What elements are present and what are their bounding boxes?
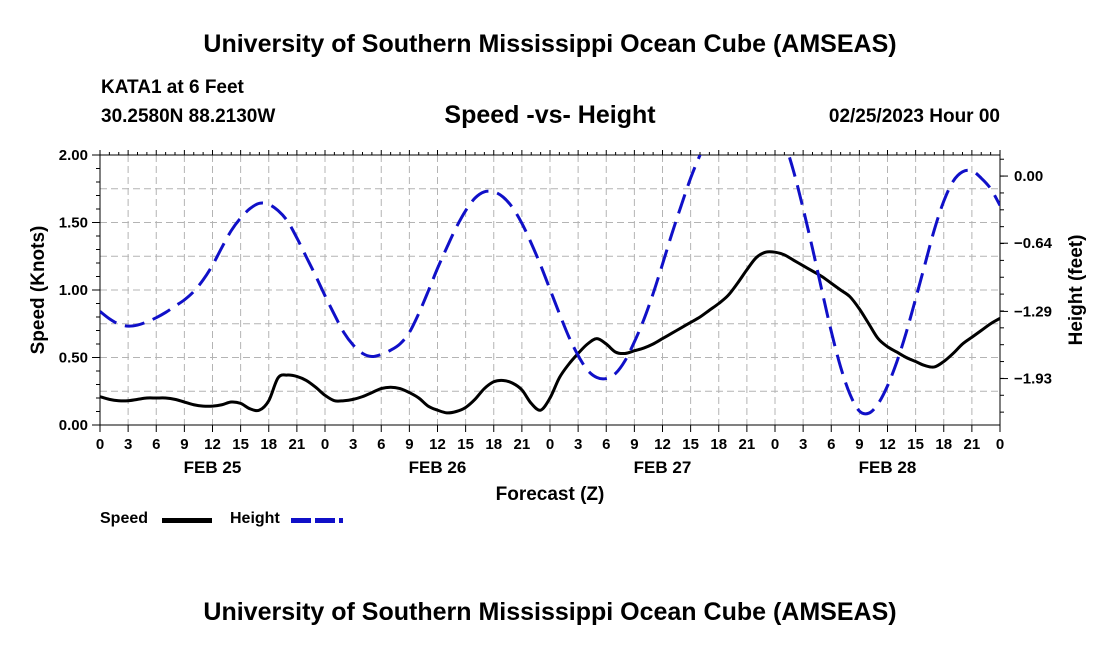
- legend-height-swatch: [291, 518, 343, 523]
- chart-subtitle: Speed -vs- Height: [444, 101, 656, 129]
- x-tick-label: 3: [349, 436, 357, 453]
- legend-height-label: Height: [230, 510, 280, 527]
- y2-tick-label: −1.29: [1014, 303, 1052, 320]
- x-tick-label: 3: [799, 436, 807, 453]
- x-tick-label: 0: [996, 436, 1004, 453]
- y-tick-label: 0.00: [59, 417, 88, 434]
- x-tick-label: 15: [682, 436, 699, 453]
- legend-speed-swatch: [162, 518, 212, 523]
- forecast-datetime: 02/25/2023 Hour 00: [828, 106, 1000, 127]
- x-tick-label: 6: [152, 436, 160, 453]
- x-tick-label: 6: [602, 436, 610, 453]
- x-tick-label: 18: [935, 436, 952, 453]
- x-tick-label: 18: [260, 436, 277, 453]
- day-label: FEB 27: [634, 458, 692, 477]
- x-tick-label: 15: [907, 436, 924, 453]
- x-tick-label: 3: [574, 436, 582, 453]
- x-tick-label: 21: [739, 436, 756, 453]
- day-label: FEB 28: [859, 458, 917, 477]
- y2-tick-label: 0.00: [1014, 168, 1043, 185]
- x-tick-label: 9: [855, 436, 863, 453]
- x-tick-label: 6: [377, 436, 385, 453]
- legend-speed-label: Speed: [100, 510, 149, 527]
- x-tick-label: 21: [964, 436, 981, 453]
- x-tick-label: 12: [654, 436, 671, 453]
- footer-title: University of Southern Mississippi Ocean…: [203, 598, 897, 626]
- y2-tick-label: −1.93: [1014, 371, 1052, 388]
- day-label: FEB 25: [184, 458, 242, 477]
- x-tick-label: 0: [771, 436, 779, 453]
- station-coordinates: 30.2580N 88.2130W: [101, 106, 276, 127]
- x-tick-label: 9: [630, 436, 638, 453]
- x-tick-label: 3: [124, 436, 132, 453]
- x-tick-label: 12: [429, 436, 446, 453]
- x-tick-label: 6: [827, 436, 835, 453]
- speed-series-line: [100, 250, 1000, 415]
- y2-axis-title: Height (feet): [1066, 235, 1087, 346]
- x-tick-label: 0: [321, 436, 329, 453]
- x-tick-label: 15: [232, 436, 249, 453]
- y-tick-label: 0.50: [59, 350, 88, 367]
- height-series-line: [100, 155, 1000, 416]
- day-label: FEB 26: [409, 458, 467, 477]
- x-tick-label: 12: [879, 436, 896, 453]
- x-tick-label: 21: [514, 436, 531, 453]
- x-tick-label: 9: [180, 436, 188, 453]
- station-label: KATA1 at 6 Feet: [101, 77, 244, 98]
- x-tick-label: 12: [204, 436, 221, 453]
- x-tick-label: 21: [289, 436, 306, 453]
- x-tick-label: 18: [710, 436, 727, 453]
- y-axis-title: Speed (Knots): [28, 226, 49, 355]
- y-tick-label: 2.00: [59, 147, 88, 164]
- x-tick-label: 18: [485, 436, 502, 453]
- y-tick-label: 1.00: [59, 282, 88, 299]
- main-title: University of Southern Mississippi Ocean…: [203, 30, 897, 58]
- y-tick-label: 1.50: [59, 215, 88, 232]
- x-tick-label: 9: [405, 436, 413, 453]
- x-axis-title: Forecast (Z): [496, 484, 605, 505]
- x-tick-label: 0: [96, 436, 104, 453]
- x-tick-label: 0: [546, 436, 554, 453]
- x-tick-label: 15: [457, 436, 474, 453]
- y2-tick-label: −0.64: [1014, 235, 1053, 252]
